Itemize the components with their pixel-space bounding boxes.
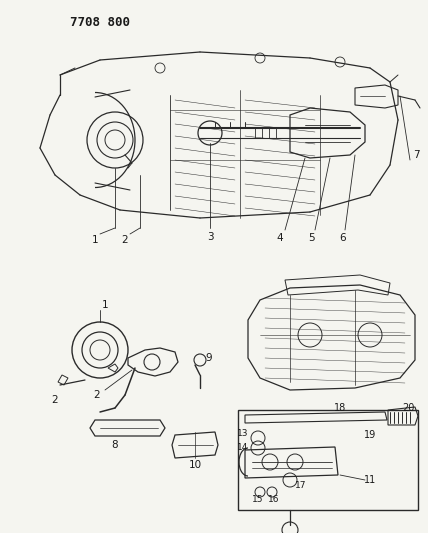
Text: 18: 18 bbox=[334, 403, 346, 413]
Text: 13: 13 bbox=[237, 429, 248, 438]
Text: 8: 8 bbox=[112, 440, 118, 450]
Text: 6: 6 bbox=[340, 233, 346, 243]
Text: 17: 17 bbox=[295, 481, 306, 489]
Text: 2: 2 bbox=[52, 395, 58, 405]
Text: 7: 7 bbox=[413, 150, 419, 160]
Text: 5: 5 bbox=[309, 233, 315, 243]
Text: 4: 4 bbox=[276, 233, 283, 243]
Text: 9: 9 bbox=[205, 353, 211, 363]
Text: 11: 11 bbox=[364, 475, 376, 485]
Text: 15: 15 bbox=[252, 496, 264, 505]
Text: 10: 10 bbox=[188, 460, 202, 470]
Text: 16: 16 bbox=[268, 496, 280, 505]
Text: 1: 1 bbox=[102, 300, 109, 310]
Text: 19: 19 bbox=[364, 430, 376, 440]
Text: 2: 2 bbox=[93, 390, 100, 400]
Text: 2: 2 bbox=[122, 235, 128, 245]
Text: 20: 20 bbox=[403, 403, 415, 413]
Text: 1: 1 bbox=[92, 235, 98, 245]
Text: 7708 800: 7708 800 bbox=[70, 15, 130, 28]
Text: 14: 14 bbox=[237, 443, 248, 453]
Text: 3: 3 bbox=[207, 232, 213, 242]
